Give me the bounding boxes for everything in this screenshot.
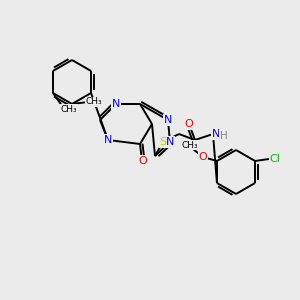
Text: N: N [212,129,220,139]
Text: S: S [159,137,167,147]
Text: N: N [112,99,120,109]
Text: H: H [220,131,228,141]
Text: N: N [166,137,174,147]
Text: O: O [139,156,147,166]
Text: N: N [164,115,172,125]
Text: O: O [184,119,194,129]
Text: N: N [104,135,112,145]
Text: CH₃: CH₃ [182,140,198,149]
Text: CH₃: CH₃ [61,104,77,113]
Text: Cl: Cl [270,154,280,164]
Text: CH₃: CH₃ [86,98,102,106]
Text: O: O [199,152,207,162]
